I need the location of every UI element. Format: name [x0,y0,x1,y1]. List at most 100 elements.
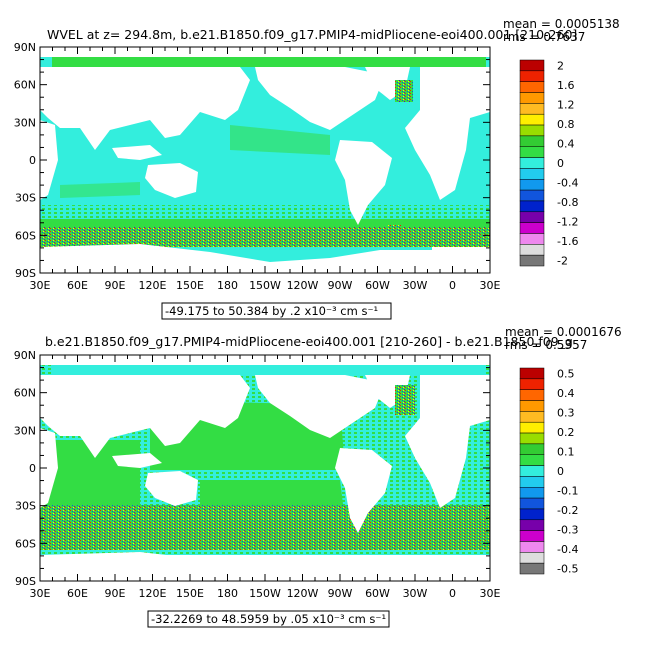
panel-1-mean: mean = 0.0005138 [503,17,620,31]
y-tick-label: 0 [29,462,36,475]
colorbar-label: 0.4 [557,387,575,400]
x-tick-label: 60W [365,279,390,292]
x-tick-label: 30E [30,279,51,292]
panel-1-x-ticks: 30E 60E 90E 120E 150E 180 150W 120W 90W 60W 30W 0 30… [30,47,501,292]
panel-1-range-label: -49.175 to 50.384 by .2 x10⁻³ cm s⁻¹ [165,304,378,318]
x-tick-label: 180 [217,279,238,292]
y-tick-label: 30S [15,192,36,205]
colorbar-swatch [519,519,545,531]
y-tick-label: 30N [14,116,36,129]
colorbar-swatch [519,70,545,82]
colorbar-swatch [519,244,545,256]
x-tick-label: 30E [30,587,51,600]
x-tick-label: 150W [249,279,281,292]
y-tick-label: 30S [15,500,36,513]
y-tick-label: 90S [15,267,36,280]
colorbar-label: 1.6 [557,79,575,92]
panel-2-range-box: -32.2269 to 48.5959 by .05 x10⁻³ cm s⁻¹ [147,610,390,628]
colorbar-swatch [519,378,545,390]
panel-2-range-label: -32.2269 to 48.5959 by .05 x10⁻³ cm s⁻¹ [151,612,386,626]
colorbar-swatch [519,497,545,510]
colorbar-label: -2 [557,255,568,268]
colorbar-label: 0.1 [557,445,575,458]
colorbar-swatch [519,146,545,158]
y-tick-label: 60S [15,229,36,242]
colorbar-swatch [519,476,545,488]
colorbar-label: 0.4 [557,137,575,150]
x-tick-label: 150E [176,279,204,292]
colorbar-label: -0.1 [557,485,578,498]
colorbar-label: -0.5 [557,563,578,576]
colorbar-swatch [519,530,545,542]
y-tick-label: 60N [14,387,36,400]
colorbar-swatch [519,168,545,180]
colorbar-swatch [519,92,545,104]
x-tick-label: 30W [403,587,428,600]
colorbar-label: -1.6 [557,235,578,248]
colorbar-swatch [519,81,545,93]
colorbar-swatch [519,432,545,445]
x-tick-label: 60W [365,587,390,600]
y-tick-label: 30N [14,424,36,437]
panel-1-map [40,47,490,273]
colorbar-swatch [519,157,545,169]
colorbar-label: 0.2 [557,426,575,439]
x-tick-label: 30W [403,279,428,292]
colorbar-label: 0 [557,465,564,478]
colorbar-swatch [519,454,545,466]
y-tick-label: 60S [15,537,36,550]
x-tick-label: 120E [139,279,167,292]
colorbar-swatch [519,552,545,564]
panel-2-x-ticks: 30E 60E 90E 120E 150E 180 150W 120W 90W 60W 30W 0 30… [30,355,501,600]
colorbar-label: -0.3 [557,524,578,537]
colorbar-swatch [519,465,545,477]
panel-1-colorbar: 2 1.6 1.2 0.8 0.4 0 -0.4 -0.8 -1.2 -1.6 -2 [519,59,578,268]
colorbar-swatch [519,400,545,412]
colorbar-label: 2 [557,59,564,72]
x-tick-label: 150E [176,587,204,600]
x-tick-label: 60E [67,587,88,600]
colorbar-swatch [519,124,545,137]
colorbar-label: -0.4 [557,177,578,190]
panel-1: WVEL at z= 294.8m, b.e21.B1850.f09_g17.P… [14,17,620,320]
colorbar-swatch [519,508,545,521]
colorbar-swatch [519,541,545,553]
colorbar-swatch [519,103,545,115]
x-tick-label: 0 [449,587,456,600]
x-tick-label: 30E [480,279,501,292]
panel-1-title: WVEL at z= 294.8m, b.e21.B1850.f09_g17.P… [47,27,577,42]
colorbar-label: 0 [557,157,564,170]
y-tick-label: 90S [15,575,36,588]
colorbar-swatch [519,179,545,191]
colorbar-swatch [519,487,545,499]
x-tick-label: 120W [287,587,319,600]
x-tick-label: 90W [328,587,353,600]
colorbar-swatch [519,421,545,434]
panel-2-colorbar: 0.5 0.4 0.3 0.2 0.1 0 -0.1 -0.2 -0.3 -0.4 -0.5 [519,367,578,576]
colorbar-swatch [519,389,545,401]
colorbar-swatch [519,233,545,245]
colorbar-swatch [519,135,545,147]
colorbar-swatch [519,189,545,202]
x-tick-label: 90W [328,279,353,292]
colorbar-label: 1.2 [557,98,575,111]
x-tick-label: 30E [480,587,501,600]
colorbar-label: -0.4 [557,543,578,556]
x-tick-label: 90E [105,279,126,292]
panel-2-title: b.e21.B1850.f09_g17.PMIP4-midPliocene-eo… [45,334,573,349]
panel-1-rms: rms = 0.7637 [503,30,585,44]
colorbar-swatch [519,411,545,423]
colorbar-swatch [519,222,545,234]
x-tick-label: 180 [217,587,238,600]
x-tick-label: 120W [287,279,319,292]
colorbar-swatch [519,367,545,380]
x-tick-label: 90E [105,587,126,600]
colorbar-label: 0.8 [557,118,575,131]
colorbar-label: 0.3 [557,406,575,419]
colorbar-label: -1.2 [557,216,578,229]
y-tick-label: 60N [14,79,36,92]
y-tick-label: 90N [14,349,36,362]
panel-2-y-ticks: 90N 60N 30N 0 30S 60S 90S [14,349,490,588]
colorbar-label: -0.2 [557,504,578,517]
